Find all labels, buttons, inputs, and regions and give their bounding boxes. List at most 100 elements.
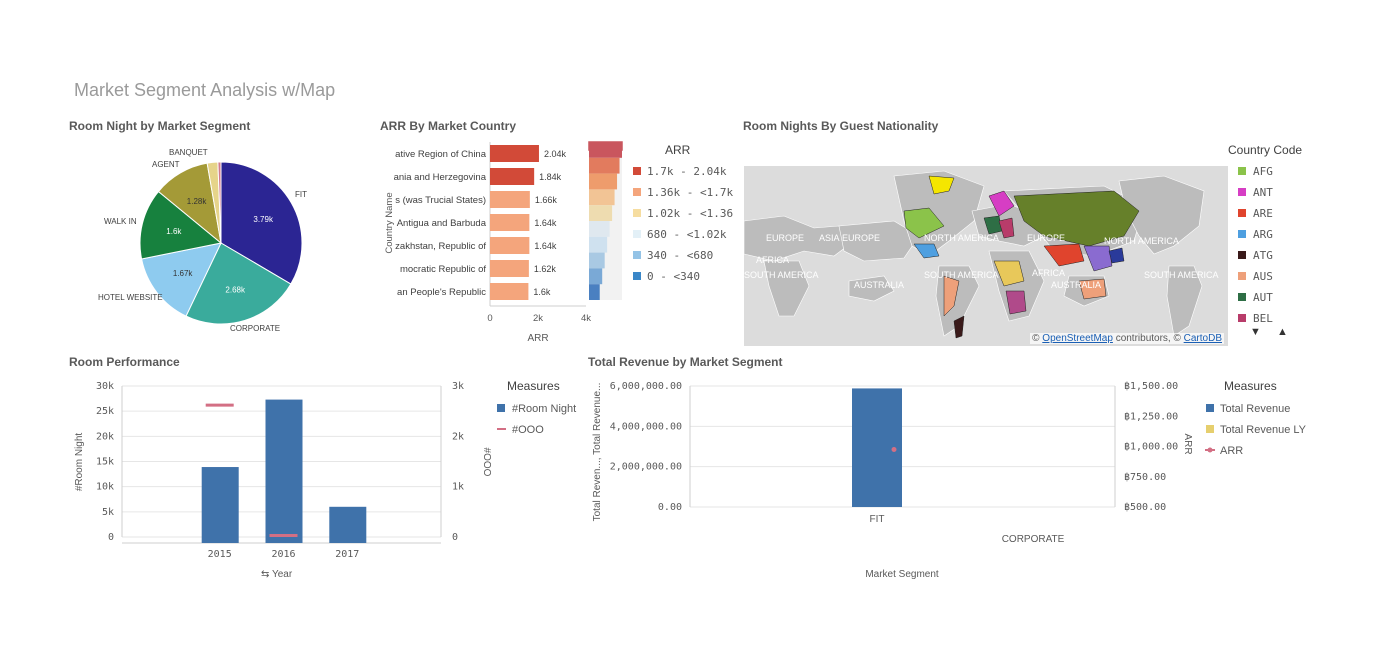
perf-bar[interactable] xyxy=(329,506,367,543)
world-map-canvas[interactable]: EUROPE EUROPE EUROPEASIAAFRICAAFRICAAUSTRA… xyxy=(744,166,1228,346)
arr-legend-label[interactable]: 1.02k - <1.36k xyxy=(647,207,733,220)
arr-minimap-window[interactable] xyxy=(588,141,623,151)
map-country[interactable] xyxy=(1043,243,1085,267)
pie-chart[interactable]: 3.79k FIT 2.68k CORPORATE 1.67k HOTEL WEBSITE… xyxy=(60,140,360,345)
map-country[interactable] xyxy=(1078,278,1107,300)
arr-legend-swatch[interactable] xyxy=(633,230,641,238)
arr-legend-swatch[interactable] xyxy=(633,167,641,175)
arr-bar[interactable] xyxy=(490,214,530,231)
arr-legend-label[interactable]: 340 - <680 xyxy=(647,249,713,262)
arr-bar[interactable] xyxy=(490,260,529,277)
arr-legend-swatch[interactable] xyxy=(633,251,641,259)
arr-legend-label[interactable]: 680 - <1.02k xyxy=(647,228,727,241)
sheet-title: Market Segment Analysis w/Map xyxy=(74,80,336,100)
arr-data-label: 1.84k xyxy=(539,172,562,182)
pie-slice[interactable] xyxy=(217,161,222,244)
arr-data-label: 1.64k xyxy=(534,241,557,251)
map-country[interactable] xyxy=(943,275,960,317)
map-legend-label[interactable]: AUT xyxy=(1253,291,1273,304)
map-region-label: EUROPE xyxy=(1027,233,1065,243)
arr-data-label: 2.04k xyxy=(544,149,567,159)
map-landmass xyxy=(1166,265,1203,337)
map-legend-label[interactable]: ARG xyxy=(1253,228,1273,241)
rev-y-tick-label: 6,000,000.00 xyxy=(610,381,682,392)
arr-legend-swatch[interactable] xyxy=(633,272,641,280)
map-legend-label[interactable]: ATG xyxy=(1253,249,1273,262)
perf-bar[interactable] xyxy=(265,399,303,543)
map-legend-swatch[interactable] xyxy=(1238,293,1246,301)
map-country[interactable] xyxy=(1108,247,1125,264)
map-country[interactable] xyxy=(1013,190,1140,247)
rev-y2-tick-label: ฿1,250.00 xyxy=(1124,411,1178,422)
map-country[interactable] xyxy=(998,217,1015,239)
map-country[interactable] xyxy=(903,207,945,239)
legend-scroll-up-icon[interactable]: ▲ xyxy=(1277,326,1288,338)
room-performance-chart[interactable]: 0 5k 10k 15k 20k 25k 30k 0 1k 2k 3k 2015 2016 2017 ⇆ Y… xyxy=(60,372,590,587)
perf-y2-axis-title: #OOO xyxy=(481,448,492,477)
map-legend-swatch[interactable] xyxy=(1238,167,1246,175)
rev-legend-label[interactable]: Total Revenue xyxy=(1220,403,1290,415)
rev-legend-swatch[interactable] xyxy=(1206,404,1214,412)
cartodb-link[interactable]: CartoDB xyxy=(1183,333,1222,344)
map-legend-label[interactable]: ANT xyxy=(1253,186,1273,199)
arr-data-label: 1.6k xyxy=(533,287,551,297)
rev-legend-swatch[interactable] xyxy=(1206,425,1214,433)
map-country[interactable] xyxy=(1083,245,1113,272)
pie-slice[interactable] xyxy=(140,242,222,317)
map-legend-label[interactable]: AUS xyxy=(1253,270,1273,283)
arr-minimap-segment xyxy=(589,236,608,253)
map-country[interactable] xyxy=(913,243,940,259)
map-country[interactable] xyxy=(953,315,965,339)
map-legend-swatch[interactable] xyxy=(1238,230,1246,238)
legend-scroll-down-icon[interactable]: ▼ xyxy=(1250,326,1261,338)
perf-legend-title: Measures xyxy=(507,379,560,393)
revenue-chart[interactable]: 0.00 2,000,000.00 4,000,000.00 6,000,000.00… xyxy=(586,372,1316,587)
rev-y2-tick-label: ฿750.00 xyxy=(1124,472,1166,483)
arr-legend-swatch[interactable] xyxy=(633,188,641,196)
perf-legend-swatch[interactable] xyxy=(497,404,505,412)
map-region-label: ASIA xyxy=(819,233,840,243)
map-country[interactable] xyxy=(928,175,955,195)
map-legend-swatch[interactable] xyxy=(1238,272,1246,280)
map-legend-swatch[interactable] xyxy=(1238,209,1246,217)
perf-legend-label[interactable]: #Room Night xyxy=(512,403,576,415)
map-legend-swatch[interactable] xyxy=(1238,314,1246,322)
perf-y2-tick-label: 0 xyxy=(452,532,458,543)
rev-legend-label[interactable]: ARR xyxy=(1220,445,1243,457)
arr-bar[interactable] xyxy=(490,145,539,162)
map-landmass xyxy=(848,275,895,302)
arr-bar[interactable] xyxy=(490,283,529,300)
rev-legend-title: Measures xyxy=(1224,379,1277,393)
pie-category-label: HOTEL WEBSITE xyxy=(98,293,163,302)
arr-minimap-segment xyxy=(589,157,620,174)
pie-slice[interactable] xyxy=(185,242,292,325)
arr-country-chart[interactable]: ative Region of China 2.04k ania and Herze… xyxy=(378,138,733,348)
perf-legend-label[interactable]: #OOO xyxy=(512,424,544,436)
map-legend[interactable]: Country Code AFG ANT ARE ARG ATG AUS AUT BEL xyxy=(1225,140,1335,322)
arr-bar[interactable] xyxy=(490,191,530,208)
pie-slice[interactable] xyxy=(220,161,303,285)
openstreetmap-link[interactable]: OpenStreetMap xyxy=(1042,333,1113,344)
map-country[interactable] xyxy=(1005,290,1027,315)
rev-arr-marker[interactable] xyxy=(891,447,897,453)
perf-bar[interactable] xyxy=(201,467,239,543)
rev-legend-swatch-dot[interactable] xyxy=(1207,447,1213,453)
map-legend-label[interactable]: AFG xyxy=(1253,165,1273,178)
perf-x-tick-label: 2016 xyxy=(271,549,295,560)
map-legend-swatch[interactable] xyxy=(1238,251,1246,259)
rev-legend-label[interactable]: Total Revenue LY xyxy=(1220,424,1307,436)
pie-slice[interactable] xyxy=(139,190,223,260)
map-country[interactable] xyxy=(993,260,1025,287)
arr-legend-label[interactable]: 1.7k - 2.04k xyxy=(647,165,727,178)
arr-legend-swatch[interactable] xyxy=(633,209,641,217)
arr-legend-label[interactable]: 1.36k - <1.7k xyxy=(647,186,733,199)
map-country[interactable] xyxy=(988,190,1015,217)
world-map[interactable]: EUROPE EUROPE EUROPE ASIA AFRICA AFRICA AUSTRA… xyxy=(744,166,1228,346)
map-legend-label[interactable]: ARE xyxy=(1253,207,1273,220)
arr-minimap-segment xyxy=(589,252,605,269)
arr-legend-label[interactable]: 0 - <340 xyxy=(647,270,700,283)
map-legend-label[interactable]: BEL xyxy=(1253,312,1273,322)
arr-bar[interactable] xyxy=(490,237,530,254)
arr-bar[interactable] xyxy=(490,168,535,185)
map-legend-swatch[interactable] xyxy=(1238,188,1246,196)
